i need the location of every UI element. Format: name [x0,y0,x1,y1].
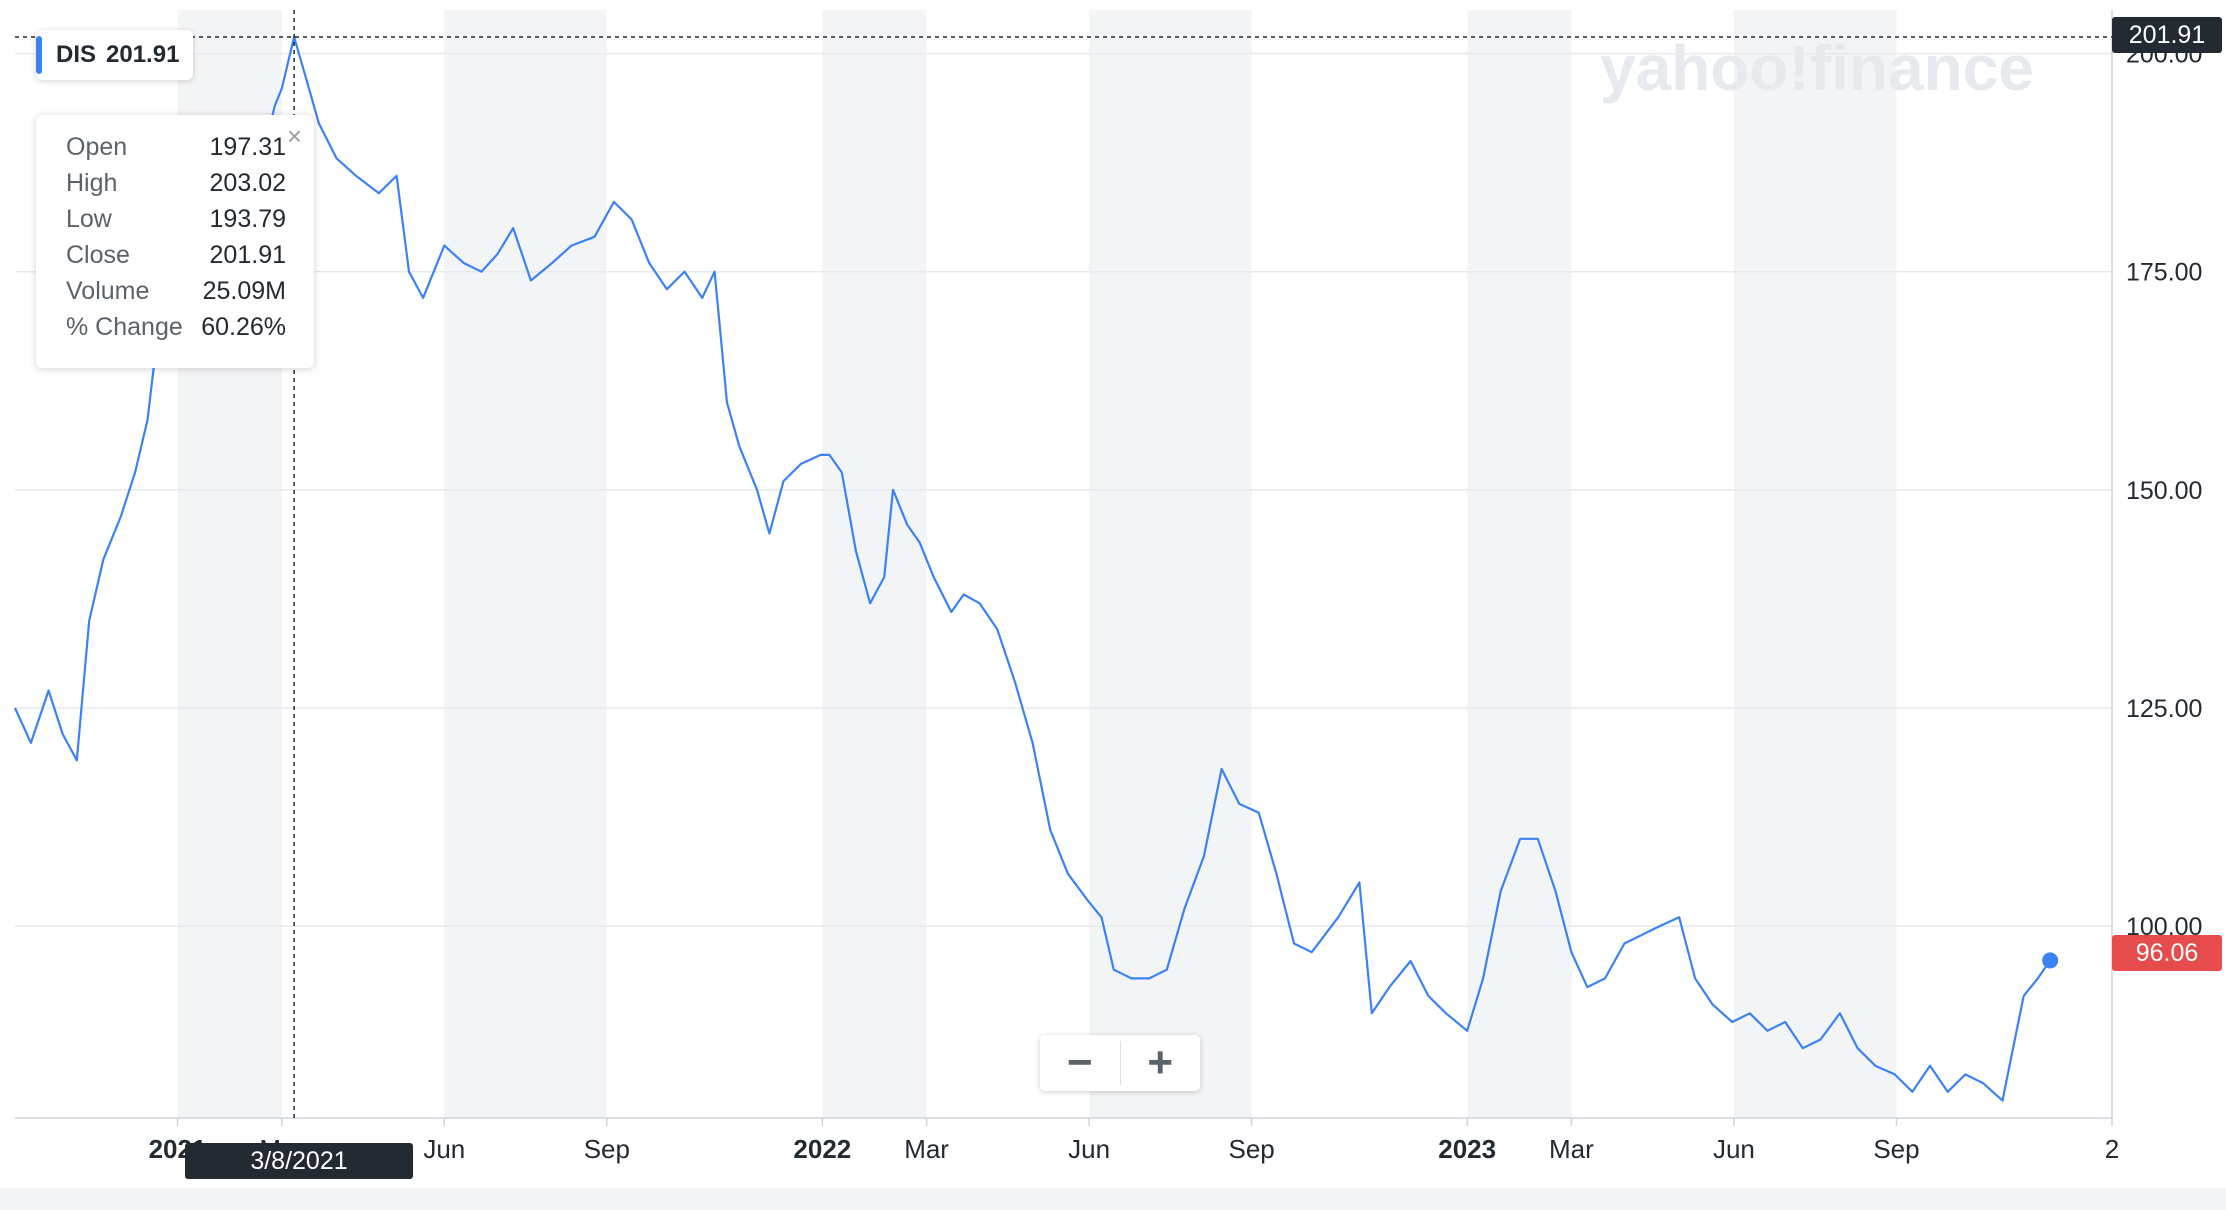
legend-ticker: DIS [56,41,97,68]
current-price-label: 96.06 [2112,935,2222,971]
x-tick-label: Jun [1713,1134,1755,1164]
x-tick-label: Sep [1873,1134,1919,1164]
price-series-line [13,35,2052,1102]
x-tick-label: Mar [904,1134,949,1164]
zoom-divider [1119,1041,1121,1085]
period-shading [177,10,1897,1118]
tooltip-value: 60.26% [201,313,286,341]
zoom-in-button[interactable]: + [1147,1038,1174,1087]
current-price-dot [2042,952,2059,969]
y-tick-label: 125.00 [2126,695,2202,723]
grid-lines [15,52,2112,927]
close-icon[interactable]: × [286,121,302,151]
shaded-period [444,10,607,1118]
x-axis-ticks: 2021MarJunSep2022MarJunSep2023MarJunSep2 [149,1118,2119,1164]
tooltip-label: Open [66,133,128,161]
x-tick-label: 2 [2105,1134,2119,1164]
tooltip-row-volume: Volume 25.09M [66,277,286,313]
tooltip-row-high: High 203.02 [66,169,286,205]
tooltip-label: % Change [66,313,183,341]
crosshair-price-label: 201.91 [2112,17,2222,53]
x-tick-label: Jun [1068,1134,1110,1164]
tooltip-label: High [66,169,118,197]
ticker-legend[interactable]: DIS 201.91 [36,30,194,80]
x-tick-label: Sep [1229,1134,1275,1164]
tooltip-row-open: Open 197.31 [66,133,286,169]
series-color-swatch [36,36,42,74]
x-tick-label: 2023 [1438,1134,1496,1164]
y-tick-label: 175.00 [2126,259,2202,287]
shaded-period [822,10,927,1118]
zoom-out-button[interactable]: − [1066,1038,1093,1087]
crosshair-date-label: 3/8/2021 [185,1143,413,1179]
x-tick-label: Sep [584,1134,630,1164]
footer-bar [0,1188,2226,1210]
tooltip-value: 203.02 [209,169,286,197]
tooltip-row-change: % Change 60.26% [66,313,286,349]
tooltip-label: Close [66,241,130,269]
shaded-period [1467,10,1572,1118]
x-tick-label: Jun [423,1134,465,1164]
tooltip-value: 201.91 [209,241,286,269]
legend-price: 201.91 [106,41,180,68]
tooltip-value: 193.79 [209,205,286,233]
shaded-period [1089,10,1252,1118]
tooltip-value: 25.09M [202,277,286,305]
tooltip-value: 197.31 [209,133,286,161]
x-tick-label: Mar [1549,1134,1594,1164]
ohlc-tooltip: × Open 197.31 High 203.02 Low 193.79 Clo… [36,115,314,368]
zoom-controls: − + [1040,1035,1200,1091]
shaded-period [1733,10,1897,1118]
y-tick-label: 150.00 [2126,477,2202,505]
tooltip-row-close: Close 201.91 [66,241,286,277]
tooltip-label: Low [66,205,112,233]
yahoo-finance-watermark: yahoo!finance [1600,32,2034,104]
tooltip-label: Volume [66,277,150,305]
x-tick-label: 2022 [793,1134,851,1164]
tooltip-row-low: Low 193.79 [66,205,286,241]
